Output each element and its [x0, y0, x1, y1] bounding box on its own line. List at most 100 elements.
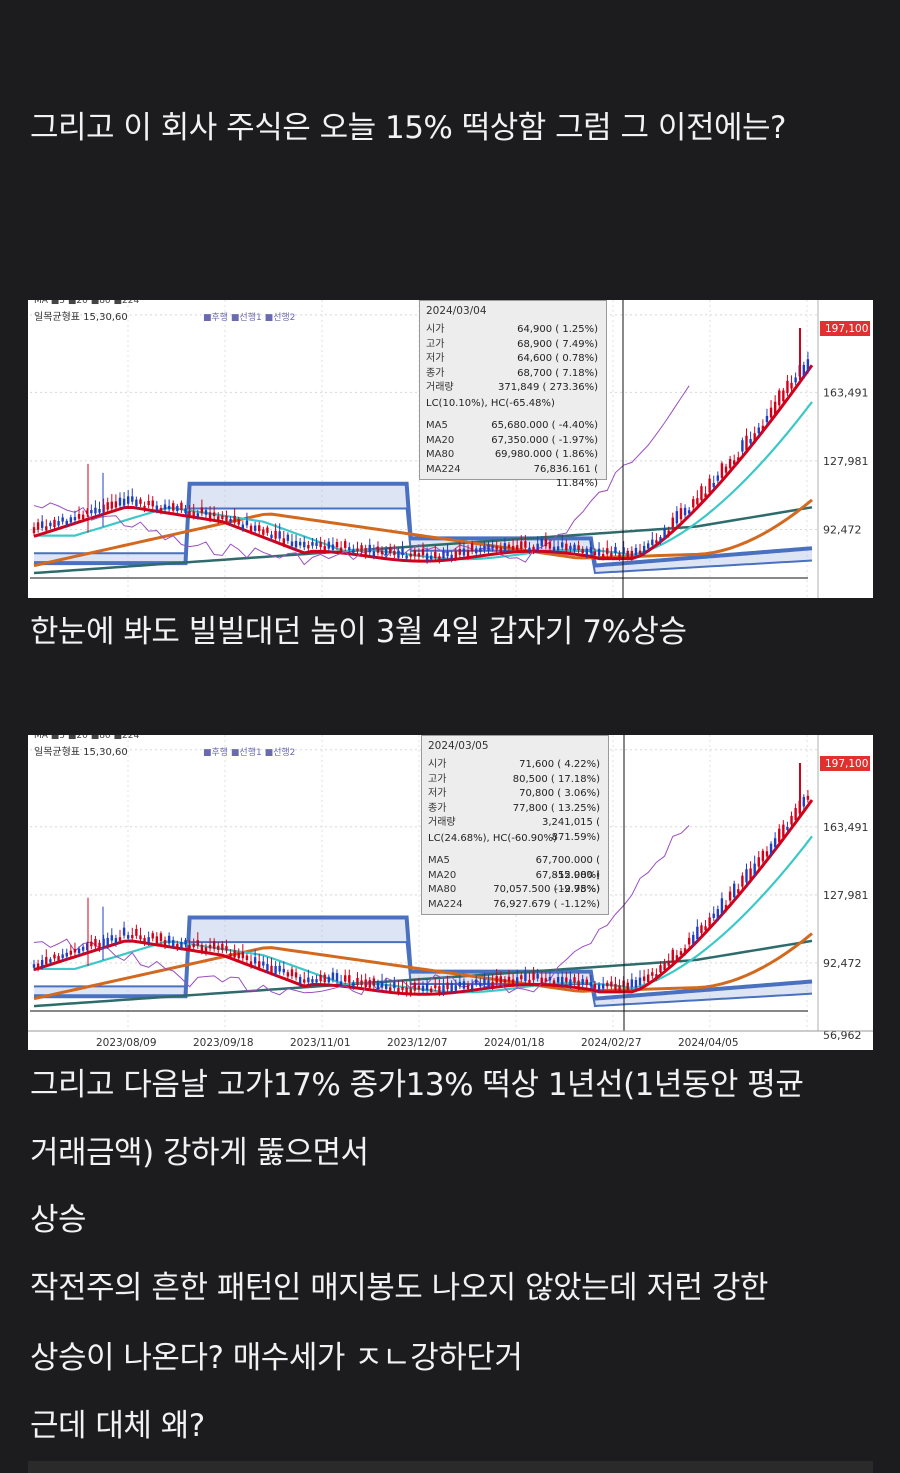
x-axis-tick-label: 2024/04/05: [678, 1037, 739, 1049]
tooltip-ma-value: 67,350.000 ( -1.97%): [491, 434, 598, 446]
candle-body: [376, 982, 380, 990]
candle-body: [528, 979, 531, 984]
candle-body: [32, 964, 36, 968]
ma5-line: [33, 799, 814, 996]
candle-body: [143, 937, 146, 943]
candle-body: [769, 407, 773, 418]
candle-body: [667, 530, 670, 535]
candle-body: [802, 364, 806, 376]
candle-body: [208, 512, 212, 520]
candle-body: [749, 439, 752, 444]
candle-body: [147, 937, 150, 943]
tooltip-ma-row: MA5 65,680.000 ( -4.40%): [426, 419, 600, 434]
next-post-preview[interactable]: [28, 1461, 873, 1473]
candle-body: [73, 517, 77, 521]
candle-body: [327, 541, 331, 549]
candle-body: [778, 828, 781, 843]
tooltip-ohlc-row: 시가 64,900 ( 1.25%): [426, 323, 600, 338]
candle-body: [356, 978, 359, 985]
post-text-2: 한눈에 봐도 빌빌대던 놈이 3월 4일 갑자기 7%상승: [30, 614, 687, 650]
candle-body: [188, 945, 191, 949]
candle-body: [597, 984, 601, 991]
tooltip-ma-row: MA224 76,836.161 ( 11.84%): [426, 463, 600, 490]
candle-body: [217, 516, 220, 521]
candle-body: [290, 969, 294, 977]
candle-body: [380, 550, 384, 555]
candle-body: [679, 951, 683, 955]
candle-body: [249, 961, 253, 966]
candle-body: [671, 949, 674, 964]
candle-body: [749, 868, 752, 881]
tooltip-ohlc-value: 68,700 ( 7.18%): [517, 367, 598, 379]
candle-body: [368, 544, 371, 553]
candle-body: [556, 546, 560, 551]
candle-body: [106, 937, 109, 946]
tooltip-ohlc-label: 저가: [426, 353, 445, 365]
candle-body: [573, 977, 576, 983]
candle-body: [442, 985, 445, 994]
candle-body: [249, 525, 253, 532]
tooltip-ohlc-value: 80,500 ( 17.18%): [512, 773, 600, 785]
candle-body: [204, 510, 208, 515]
tooltip-ohlc-value: 68,900 ( 7.49%): [517, 338, 598, 350]
candle-body: [217, 945, 220, 950]
candle-body: [32, 527, 36, 534]
x-axis-tick-label: 2023/11/01: [290, 1037, 351, 1049]
candle-body: [720, 463, 724, 478]
candle-body: [49, 959, 52, 963]
y-axis-tick-label: 127,981: [823, 889, 869, 902]
tooltip-ohlc-label: 거래량: [428, 817, 456, 829]
tooltip-ohlc-label: 종가: [426, 367, 445, 379]
candle-body: [659, 965, 662, 973]
tooltip-ma-label: MA5: [428, 854, 450, 866]
candle-body: [180, 942, 183, 948]
candle-body: [454, 985, 457, 991]
candle-body: [376, 546, 380, 553]
candle-body: [466, 550, 470, 557]
x-axis-tick-label: 2023/09/18: [193, 1037, 254, 1049]
tooltip-ohlc-value: 64,600 ( 0.78%): [517, 353, 598, 365]
x-axis-tick-label: 2023/12/07: [387, 1037, 448, 1049]
candle-body: [524, 973, 527, 982]
candle-body: [106, 502, 109, 510]
candle-body: [610, 552, 613, 557]
tooltip-ohlc-label: 시가: [428, 759, 447, 770]
candle-body: [442, 551, 445, 559]
x-axis-tick-label: 2023/08/09: [96, 1037, 157, 1049]
candle-body: [278, 531, 281, 539]
price-tag-label: 197,100: [825, 323, 868, 335]
candle-body: [389, 987, 392, 992]
candle-body: [270, 534, 273, 539]
candle-body: [712, 482, 715, 488]
candle-body: [61, 954, 64, 958]
tooltip-ohlc-label: 저가: [428, 788, 447, 800]
candle-body: [73, 949, 77, 953]
candle-body: [450, 554, 453, 560]
candle-body: [548, 976, 552, 981]
candle-body: [667, 960, 670, 966]
candle-body: [196, 940, 199, 946]
candle-body: [307, 544, 310, 549]
candle-body: [696, 926, 699, 940]
candle-body: [728, 891, 732, 901]
candle-body: [172, 940, 175, 947]
candle-body: [126, 935, 130, 939]
candle-body: [675, 511, 679, 524]
ohlc-tooltip: 2024/03/04 시가 64,900 ( 1.25%) 고가 68,900 ( 7…: [419, 300, 607, 490]
candle-body: [339, 981, 343, 985]
ma80-line: [33, 932, 813, 1001]
candle-body: [630, 979, 634, 988]
candle-body: [323, 974, 326, 983]
candle-body: [200, 507, 204, 514]
candle-body: [741, 440, 744, 452]
candle-body: [614, 546, 617, 553]
tooltip-ohlc-value: 70,800 ( 3.06%): [519, 788, 600, 800]
candle-body: [405, 555, 408, 559]
candle-body: [655, 540, 658, 544]
tooltip-ma-value: 67,855.000 ( -12.78%): [535, 869, 600, 896]
tooltip-ma-row: MA80 69,980.000 ( 1.86%): [426, 448, 600, 463]
candle-body: [712, 913, 715, 918]
candle-body: [622, 547, 625, 554]
tooltip-ohlc-row: 시가 71,600 ( 4.22%): [428, 758, 602, 773]
candle-body: [360, 980, 363, 985]
